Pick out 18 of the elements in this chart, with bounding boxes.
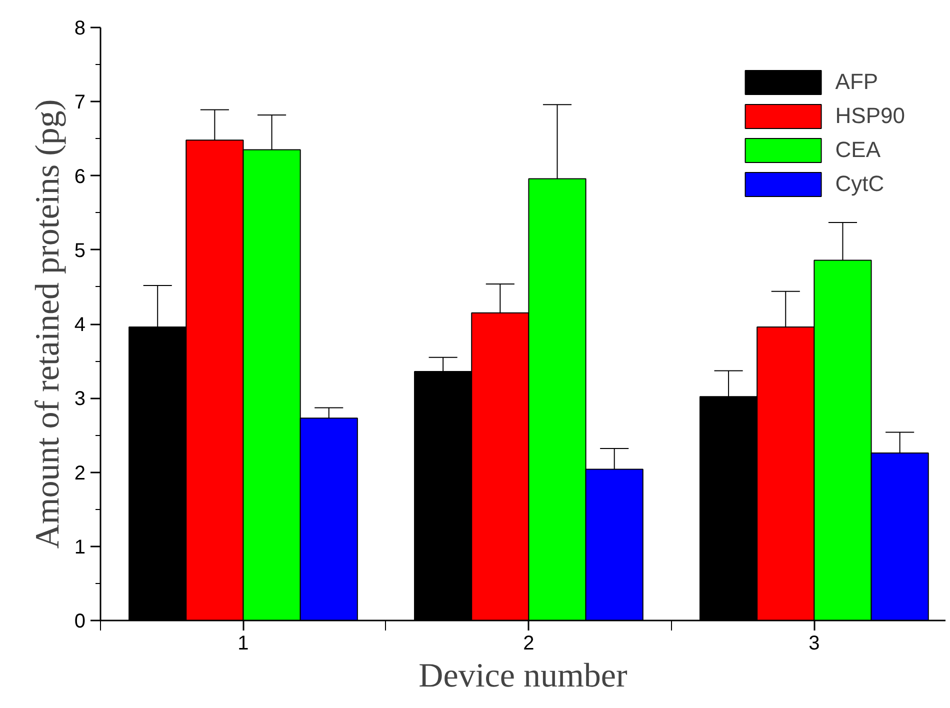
x-axis-title: Device number — [418, 658, 628, 694]
y-tick-label: 7 — [74, 92, 86, 114]
x-tick-label: 2 — [523, 632, 534, 654]
y-tick-label: 4 — [74, 314, 86, 336]
y-tick-label: 6 — [74, 166, 86, 188]
y-tick-label: 8 — [74, 18, 86, 40]
y-tick-label: 5 — [74, 240, 86, 262]
y-tick-label: 0 — [74, 610, 86, 632]
y-tick-label: 1 — [74, 536, 86, 558]
x-tick-label: 1 — [238, 632, 249, 654]
y-axis-title: Amount of retained proteins (pg) — [29, 99, 66, 549]
legend-label: CytC — [835, 171, 884, 197]
x-tick-label: 3 — [808, 632, 820, 654]
legend-label: CEA — [835, 137, 881, 163]
y-tick-label: 2 — [74, 462, 86, 484]
legend-label: HSP90 — [835, 103, 905, 129]
legend-label: AFP — [835, 69, 878, 95]
y-tick-label: 3 — [74, 388, 86, 410]
